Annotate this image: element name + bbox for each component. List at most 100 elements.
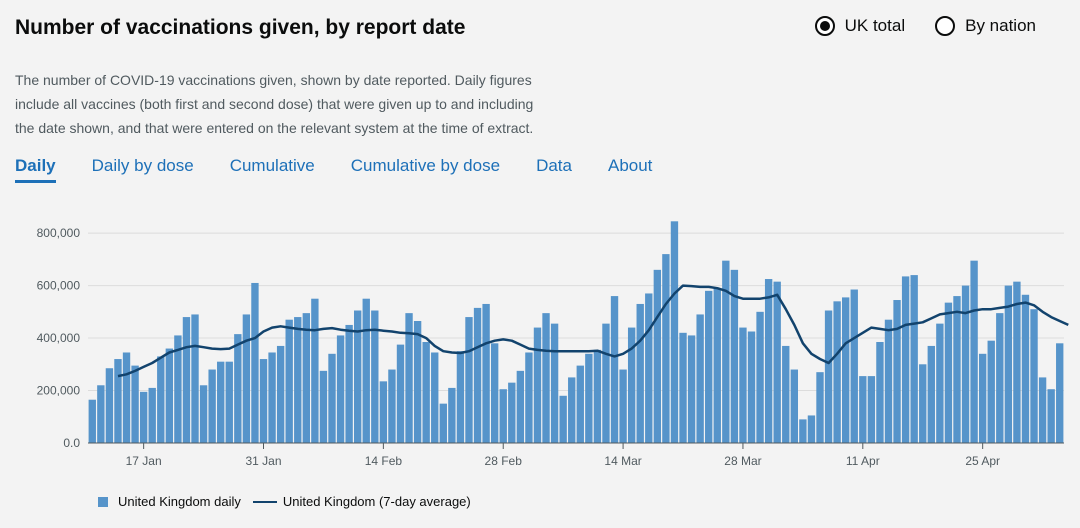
daily-bar (893, 300, 901, 443)
daily-bar (850, 289, 858, 443)
tab-cumulative-by-dose[interactable]: Cumulative by dose (350, 156, 501, 175)
daily-bar (456, 351, 465, 443)
daily-bar (782, 345, 790, 443)
chart-legend: United Kingdom daily United Kingdom (7-d… (98, 494, 471, 509)
x-tick-label: 31 Jan (245, 454, 281, 468)
daily-bar (670, 221, 679, 443)
daily-bar (593, 349, 602, 443)
daily-bar (516, 370, 525, 443)
daily-bar (705, 290, 713, 443)
daily-bar (473, 307, 482, 443)
daily-bar (259, 359, 268, 443)
daily-bar (756, 311, 764, 443)
daily-bar (139, 391, 148, 443)
daily-bar (550, 323, 559, 443)
daily-bar (790, 369, 798, 443)
daily-bar (1047, 389, 1055, 443)
daily-bar (970, 260, 978, 443)
daily-bar (396, 344, 405, 443)
daily-bar (148, 387, 156, 443)
tab-cumulative[interactable]: Cumulative (229, 156, 315, 175)
daily-bar (208, 369, 216, 443)
daily-bar (276, 345, 285, 443)
y-tick-label: 200,000 (37, 384, 81, 398)
daily-bar (764, 279, 773, 443)
radio-unselected-icon[interactable] (935, 16, 956, 36)
daily-bar (542, 313, 550, 443)
daily-bar (816, 372, 824, 443)
daily-bar (405, 313, 413, 443)
daily-bar (157, 356, 165, 443)
daily-bar (422, 341, 430, 443)
y-tick-label: 800,000 (37, 226, 81, 240)
daily-bar (413, 321, 422, 443)
radio-uk-total-label: UK total (844, 16, 906, 35)
daily-bar (662, 254, 670, 443)
daily-bar (919, 364, 927, 443)
x-tick-label: 28 Feb (485, 454, 523, 468)
tab-daily-by-dose[interactable]: Daily by dose (91, 156, 194, 175)
daily-bar (799, 419, 807, 443)
chart-tabs: Daily Daily by dose Cumulative Cumulativ… (15, 156, 652, 183)
daily-bar (867, 376, 876, 443)
daily-bar (328, 353, 336, 443)
daily-bar (1056, 343, 1064, 443)
daily-bar (610, 296, 619, 443)
daily-bar (585, 353, 593, 443)
daily-bar (627, 327, 636, 443)
daily-bar (996, 313, 1004, 443)
daily-bar (696, 314, 704, 443)
daily-bar (987, 340, 995, 443)
tab-data[interactable]: Data (536, 156, 572, 175)
x-tick-label: 11 Apr (846, 454, 880, 468)
daily-bar (379, 381, 388, 443)
daily-bar (131, 365, 139, 443)
y-tick-label: 0.0 (63, 436, 80, 450)
tab-daily[interactable]: Daily (15, 156, 56, 183)
daily-bar (294, 317, 302, 443)
daily-bar (533, 327, 542, 443)
daily-bar (88, 399, 96, 443)
daily-bar (602, 323, 610, 443)
legend-bar-swatch (98, 496, 108, 507)
daily-bar (653, 269, 662, 443)
daily-bar (1038, 377, 1047, 443)
daily-bar (191, 314, 199, 443)
radio-by-nation[interactable]: By nation (935, 16, 1036, 36)
daily-bar (859, 376, 867, 443)
daily-bar (499, 389, 507, 443)
radio-selected-icon[interactable] (814, 16, 835, 36)
x-tick-label: 17 Jan (126, 454, 162, 468)
daily-bar (713, 288, 721, 443)
daily-bar (953, 296, 961, 443)
daily-bar (1030, 309, 1038, 443)
daily-bar (311, 298, 319, 443)
daily-bar (747, 331, 756, 443)
radio-uk-total[interactable]: UK total (814, 16, 906, 36)
daily-bar (371, 310, 379, 443)
daily-bar (122, 352, 131, 443)
daily-bar (944, 302, 953, 443)
daily-bar (354, 310, 362, 443)
daily-bar (1021, 294, 1030, 443)
x-tick-label: 14 Feb (365, 454, 403, 468)
daily-bar (807, 415, 816, 443)
daily-bar (739, 327, 747, 443)
daily-bar (114, 359, 122, 443)
daily-bar (199, 385, 208, 443)
x-tick-label: 28 Mar (724, 454, 761, 468)
legend-bar-label: United Kingdom daily (118, 494, 241, 509)
x-tick-label: 25 Apr (965, 454, 1000, 468)
legend-line-swatch (252, 500, 277, 503)
tab-about[interactable]: About (607, 156, 653, 175)
daily-bar (165, 348, 174, 443)
vaccinations-chart: 0.0 200,000 400,000 600,000 800,000 17 Jan 31 … (37, 221, 1069, 468)
daily-bar (927, 345, 935, 443)
daily-bar (1013, 281, 1021, 443)
view-selector: UK total By nation (814, 16, 1036, 36)
daily-bar (679, 332, 687, 443)
daily-bar (645, 293, 653, 443)
daily-bar (174, 335, 182, 443)
daily-bar (448, 387, 456, 443)
daily-bar (722, 260, 730, 443)
